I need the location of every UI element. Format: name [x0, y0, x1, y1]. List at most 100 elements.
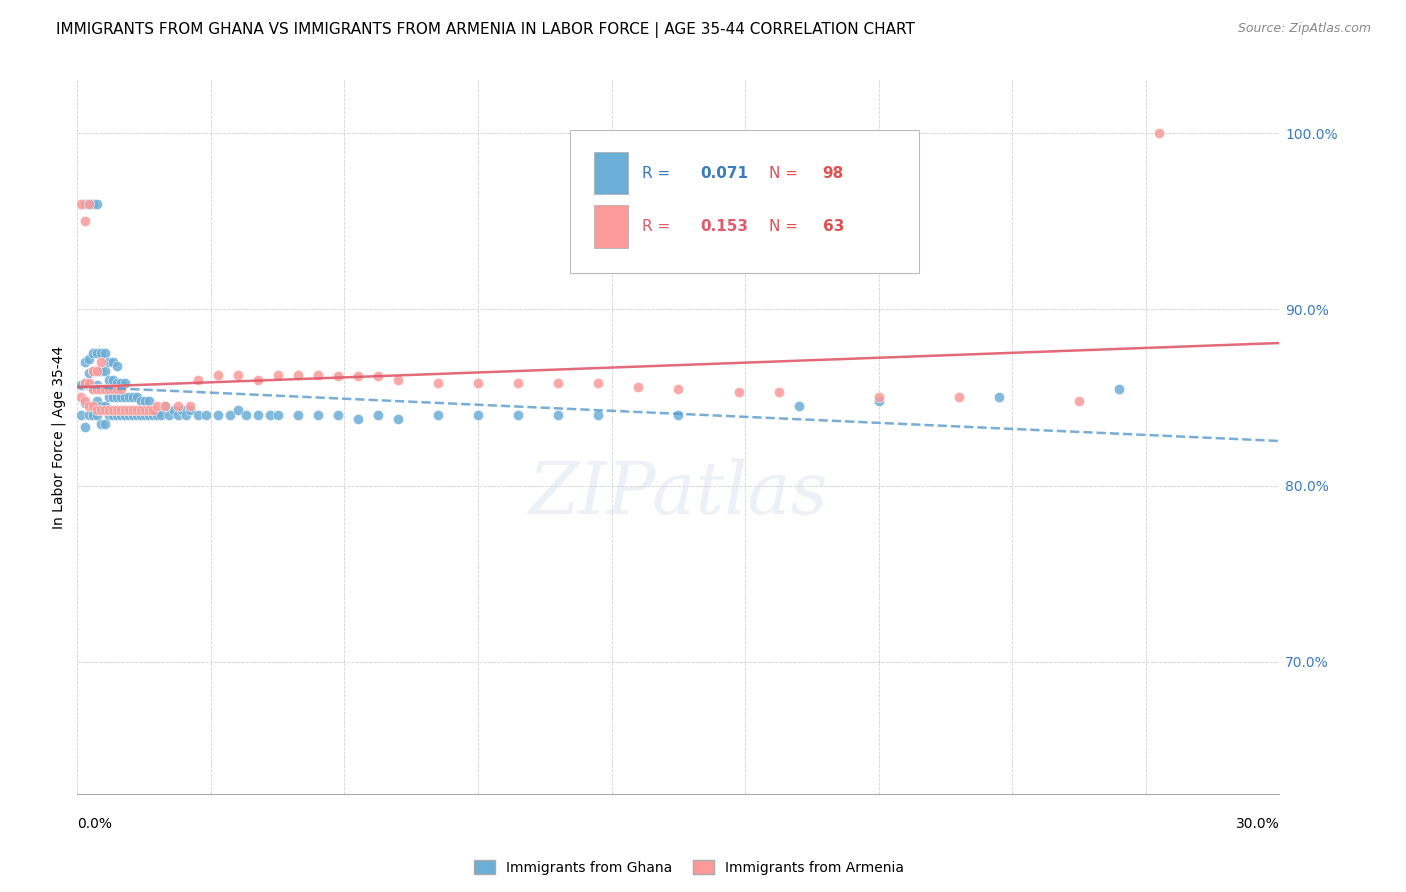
Point [114, 376, 136, 391]
Point [79, 196, 101, 211]
Point [107, 402, 129, 417]
Point [98, 402, 121, 417]
Point [427, 376, 450, 391]
Point [107, 376, 129, 391]
Point [103, 373, 125, 387]
Point [103, 402, 125, 417]
Point [727, 385, 749, 400]
Point [508, 376, 530, 391]
Point [79, 196, 101, 211]
Point [131, 408, 153, 422]
Point [75, 376, 97, 391]
Point [94, 402, 117, 417]
Legend: Immigrants from Ghana, Immigrants from Armenia: Immigrants from Ghana, Immigrants from A… [468, 855, 910, 880]
Point [82, 364, 104, 378]
Point [90, 364, 112, 378]
Point [387, 373, 409, 387]
Point [467, 376, 489, 391]
Point [131, 402, 153, 417]
Point [75, 196, 97, 211]
Point [287, 368, 309, 382]
Point [82, 408, 104, 422]
Point [118, 408, 141, 422]
Point [79, 376, 101, 391]
Point [98, 382, 121, 396]
Point [75, 376, 97, 391]
FancyBboxPatch shape [595, 152, 628, 194]
Point [307, 368, 329, 382]
Point [114, 402, 136, 417]
Point [70, 196, 93, 211]
Point [86, 378, 108, 392]
Point [134, 408, 156, 422]
Point [110, 382, 132, 396]
Text: IMMIGRANTS FROM GHANA VS IMMIGRANTS FROM ARMENIA IN LABOR FORCE | AGE 35-44 CORR: IMMIGRANTS FROM GHANA VS IMMIGRANTS FROM… [56, 22, 915, 38]
Point [98, 408, 121, 422]
Point [127, 391, 149, 405]
Point [207, 368, 229, 382]
Point [107, 382, 129, 396]
Point [90, 382, 112, 396]
Point [103, 408, 125, 422]
Point [82, 346, 104, 360]
Point [90, 417, 112, 431]
Point [82, 382, 104, 396]
Point [207, 408, 229, 422]
Point [307, 408, 329, 422]
Point [79, 366, 101, 380]
Point [86, 346, 108, 360]
Point [508, 408, 530, 422]
Text: R =: R = [643, 166, 675, 180]
Point [467, 408, 489, 422]
Point [787, 399, 810, 413]
Point [118, 402, 141, 417]
Point [1149, 126, 1171, 140]
Point [668, 408, 690, 422]
Point [82, 196, 104, 211]
Point [82, 364, 104, 378]
Point [226, 368, 249, 382]
Point [588, 376, 610, 391]
Point [387, 411, 409, 425]
Text: 30.0%: 30.0% [1236, 817, 1279, 830]
Point [159, 408, 181, 422]
Text: 0.0%: 0.0% [77, 817, 112, 830]
Point [90, 346, 112, 360]
Point [150, 408, 173, 422]
Point [668, 382, 690, 396]
Point [347, 411, 370, 425]
Point [75, 394, 97, 409]
Point [547, 408, 569, 422]
FancyBboxPatch shape [595, 205, 628, 248]
Point [98, 373, 121, 387]
Point [70, 391, 93, 405]
Y-axis label: In Labor Force | Age 35-44: In Labor Force | Age 35-44 [52, 345, 66, 529]
Point [174, 408, 197, 422]
Point [166, 399, 188, 413]
Point [179, 402, 201, 417]
Point [86, 196, 108, 211]
Point [287, 408, 309, 422]
Point [90, 402, 112, 417]
Point [82, 399, 104, 413]
Point [122, 391, 145, 405]
Point [103, 355, 125, 369]
Point [118, 391, 141, 405]
Point [98, 391, 121, 405]
Point [170, 402, 193, 417]
Point [259, 408, 281, 422]
Point [70, 408, 93, 422]
Point [134, 394, 156, 409]
Point [107, 359, 129, 373]
Point [86, 402, 108, 417]
Text: 98: 98 [823, 166, 844, 180]
Point [138, 408, 160, 422]
Point [347, 369, 370, 384]
Point [86, 394, 108, 409]
Point [948, 391, 970, 405]
Point [79, 351, 101, 366]
Point [79, 399, 101, 413]
Point [94, 364, 117, 378]
Point [627, 380, 650, 394]
Point [75, 420, 97, 434]
